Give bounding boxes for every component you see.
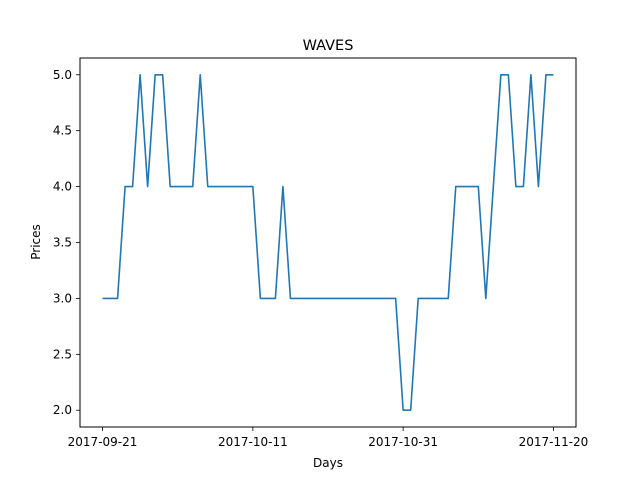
x-tick-label: 2017-09-21	[68, 435, 138, 449]
y-tick-label: 5.0	[53, 68, 72, 82]
x-axis-ticks: 2017-09-21 2017-10-11 2017-10-31 2017-11-20	[68, 427, 589, 449]
x-axis-label: Days	[313, 456, 343, 470]
chart-title: WAVES	[303, 38, 354, 54]
x-tick-label: 2017-10-31	[368, 435, 438, 449]
y-tick-label: 2.5	[53, 347, 72, 361]
y-axis-label: Prices	[29, 224, 43, 260]
y-tick-label: 4.0	[53, 180, 72, 194]
x-tick-label: 2017-11-20	[519, 435, 589, 449]
series-line	[102, 73, 554, 412]
y-axis-ticks: 2.0 2.5 3.0 3.5 4.0 4.5 5.0	[53, 68, 80, 417]
y-tick-label: 3.0	[53, 291, 72, 305]
x-tick-label: 2017-10-11	[218, 435, 288, 449]
y-tick-label: 2.0	[53, 403, 72, 417]
plot-frame	[79, 57, 577, 428]
plot-area	[102, 73, 554, 412]
y-tick-label: 3.5	[53, 236, 72, 250]
y-tick-label: 4.5	[53, 124, 72, 138]
